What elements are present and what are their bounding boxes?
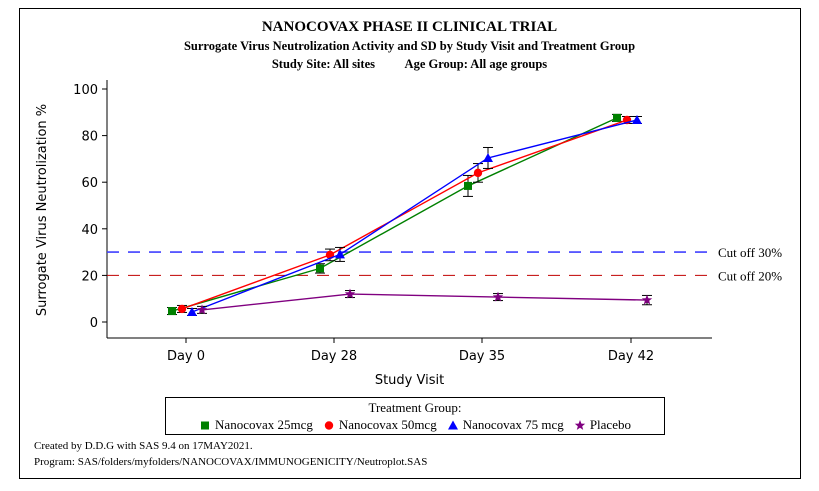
data-point <box>168 307 176 316</box>
x-tick-label: Day 35 <box>459 349 505 364</box>
chart-subtitle-2: Study Site: All sites Age Group: All age… <box>0 57 819 72</box>
data-point <box>335 249 345 259</box>
data-point <box>613 113 621 122</box>
y-tick-label: 0 <box>90 316 98 331</box>
reference-line-label: Cut off 30% <box>718 245 782 260</box>
y-tick-label: 60 <box>81 176 98 191</box>
data-point <box>483 152 493 162</box>
legend-marker <box>447 420 458 430</box>
graph-frame <box>19 8 801 479</box>
data-point <box>344 288 356 299</box>
series-line <box>171 117 618 312</box>
legend: Treatment Group: Nanocovax 25mcg Nanocova… <box>165 397 665 435</box>
legend-label: Nanocovax 75 mcg <box>462 417 564 432</box>
legend-marker <box>324 421 334 430</box>
series-nanocovax-75-mcg <box>187 114 642 316</box>
data-point <box>177 304 187 314</box>
legend-marker-star-icon <box>574 420 586 430</box>
legend-marker-square-icon <box>201 421 210 430</box>
footnote-created: Created by D.D.G with SAS 9.4 on 17MAY20… <box>34 440 253 452</box>
x-axis-label: Study Visit <box>375 373 444 388</box>
series-line <box>191 119 638 313</box>
legend-label: Nanocovax 50mcg <box>338 417 437 432</box>
series-line <box>201 293 648 311</box>
series-nanocovax-50mcg <box>177 115 632 314</box>
chart-title: NANOCOVAX PHASE II CLINICAL TRIAL <box>261 19 558 35</box>
legend-marker-triangle-icon <box>447 420 458 430</box>
series-nanocovax-25mcg <box>167 113 622 316</box>
chart-subtitle: Surrogate Virus Neutrolization Activity … <box>183 39 636 53</box>
legend-item: Placebo <box>574 417 631 433</box>
y-tick-label: 80 <box>81 130 98 145</box>
data-point <box>464 181 472 190</box>
y-tick-label: 40 <box>81 223 98 238</box>
legend-marker-circle-icon <box>324 421 334 430</box>
reference-line-label: Cut off 20% <box>718 268 782 283</box>
age-group-label: Age Group: All age groups <box>404 57 548 71</box>
x-tick-label: Day 42 <box>608 349 654 364</box>
legend-item: Nanocovax 50mcg <box>323 417 437 433</box>
footnote-program: Program: SAS/folders/myfolders/NANOCOVAX… <box>34 456 428 468</box>
x-tick-label: Day 0 <box>167 349 205 364</box>
legend-label: Nanocovax 25mcg <box>215 417 313 432</box>
series-placebo <box>196 288 653 315</box>
data-point <box>492 291 504 302</box>
site-label: Study Site: All sites <box>271 57 375 71</box>
y-tick-label: 20 <box>81 269 98 284</box>
data-point <box>641 294 653 305</box>
x-tick-label: Day 28 <box>311 349 357 364</box>
data-point <box>316 264 324 273</box>
legend-item: Nanocovax 75 mcg <box>447 417 564 433</box>
y-tick-label: 100 <box>73 83 98 98</box>
legend-title: Treatment Group: <box>368 400 462 415</box>
series-line <box>181 119 628 310</box>
legend-label: Placebo <box>589 417 631 432</box>
legend-marker <box>201 421 210 430</box>
legend-marker <box>574 420 586 430</box>
data-point <box>632 114 642 124</box>
y-axis-label: Surrogate Virus Neutrolization % <box>35 104 50 316</box>
data-point <box>473 168 483 178</box>
legend-item: Nanocovax 25mcg <box>199 417 313 433</box>
data-point <box>187 306 197 316</box>
data-point <box>196 304 208 315</box>
